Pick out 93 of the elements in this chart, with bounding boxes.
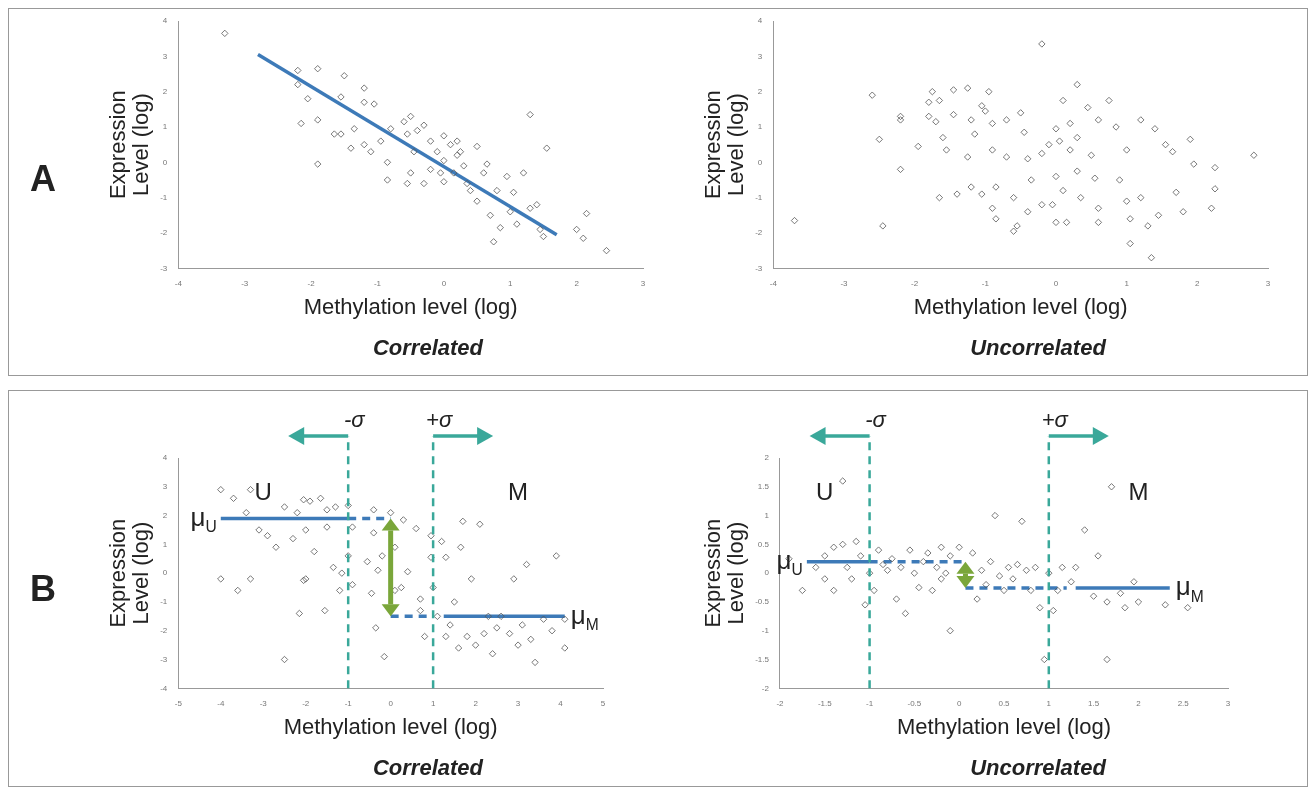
x-tick-label: 0	[441, 279, 447, 289]
x-axis-title: Methylation level (log)	[913, 293, 1128, 319]
y-axis-title: Expression Level (log)	[699, 518, 748, 628]
text: B	[30, 568, 56, 610]
x-tick-label: 0	[956, 699, 962, 709]
x-tick-label: 0	[1053, 279, 1059, 289]
x-tick-label: -1.5	[817, 699, 833, 709]
y-tick-label: -1	[755, 192, 763, 202]
text: Uncorrelated	[969, 335, 1108, 361]
x-tick-label: -1	[373, 279, 382, 289]
y-tick-label: -1	[160, 597, 168, 607]
x-tick-label: -2	[302, 699, 310, 709]
x-tick-label: -2	[776, 699, 785, 709]
ref-line-label: -σ	[865, 407, 887, 433]
annotation: U	[254, 477, 272, 505]
y-tick-label: 2	[162, 510, 168, 520]
y-tick-label: 1.5	[757, 481, 770, 491]
annotation: M	[1128, 477, 1149, 505]
x-tick-label: 2	[473, 699, 479, 709]
y-tick-label: 2	[757, 86, 763, 96]
annotation: U	[816, 477, 834, 505]
y-tick-label: -0.5	[755, 597, 770, 607]
x-tick-label: -3	[259, 699, 268, 709]
x-tick-label: 5	[600, 699, 606, 709]
y-tick-label: 4	[757, 16, 763, 26]
y-tick-label: 3	[162, 51, 168, 61]
x-tick-label: -1	[344, 699, 353, 709]
x-tick-label: -3	[840, 279, 849, 289]
ref-line-label: +σ	[1041, 407, 1069, 433]
x-tick-label: 3	[1225, 699, 1231, 709]
text: Uncorrelated	[969, 755, 1108, 781]
x-tick-label: -5	[174, 699, 183, 709]
x-tick-label: 2	[1136, 699, 1142, 709]
x-tick-label: -4	[217, 699, 225, 709]
y-tick-label: -3	[160, 654, 168, 664]
x-tick-label: 2	[1195, 279, 1201, 289]
x-tick-label: 3	[1265, 279, 1271, 289]
y-tick-label: 1	[757, 122, 763, 132]
y-tick-label: -2	[755, 228, 763, 238]
y-tick-label: 4	[162, 453, 168, 463]
y-tick-label: -2	[160, 228, 168, 238]
y-axis-title: Expression Level (log)	[104, 518, 153, 628]
annotation: M	[508, 477, 529, 505]
x-tick-label: 1	[1046, 699, 1052, 709]
x-axis-title: Methylation level (log)	[303, 293, 518, 319]
x-tick-label: -2	[307, 279, 316, 289]
y-tick-label: -2	[160, 625, 168, 635]
x-tick-label: 4	[558, 699, 564, 709]
y-tick-label: 3	[757, 51, 763, 61]
y-tick-label: -1.5	[755, 654, 770, 664]
y-tick-label: 4	[162, 16, 168, 26]
ref-line-label: +σ	[426, 407, 453, 433]
y-tick-label: 2	[162, 86, 168, 96]
x-tick-label: 1	[1124, 279, 1130, 289]
x-tick-label: 2	[574, 279, 580, 289]
x-tick-label: 0.5	[998, 699, 1011, 709]
x-tick-label: -1	[981, 279, 990, 289]
y-tick-label: 3	[162, 481, 168, 491]
x-tick-label: 1	[508, 279, 514, 289]
y-tick-label: 1	[162, 122, 168, 132]
x-tick-label: -2	[911, 279, 919, 289]
y-tick-label: -3	[755, 263, 763, 273]
x-axis-title: Methylation level (log)	[897, 713, 1111, 739]
x-tick-label: -4	[174, 279, 183, 289]
x-tick-label: -3	[241, 279, 249, 289]
y-tick-label: -4	[160, 683, 168, 693]
text: Correlated	[371, 335, 485, 361]
ref-line-label: -σ	[343, 407, 366, 433]
y-tick-label: 2	[764, 453, 770, 463]
x-tick-label: 1.5	[1088, 699, 1100, 709]
y-tick-label: 1	[162, 539, 168, 549]
x-tick-label: 0	[388, 699, 394, 709]
x-tick-label: 3	[515, 699, 521, 709]
x-tick-label: -0.5	[907, 699, 922, 709]
x-axis-title: Methylation level (log)	[283, 713, 498, 739]
y-tick-label: 0.5	[757, 539, 770, 549]
y-tick-label: -2	[761, 683, 770, 693]
text: Correlated	[371, 755, 485, 781]
x-tick-label: 2.5	[1177, 699, 1190, 709]
y-tick-label: 0	[757, 157, 763, 167]
y-tick-label: 0	[162, 157, 168, 167]
x-tick-label: -1	[866, 699, 874, 709]
y-axis-title: Expression Level (log)	[699, 90, 748, 200]
y-tick-label: -1	[160, 192, 168, 202]
y-tick-label: 0	[162, 568, 168, 578]
x-tick-label: 1	[430, 699, 436, 709]
y-tick-label: -3	[160, 263, 168, 273]
y-tick-label: 1	[764, 510, 770, 520]
text: A	[30, 158, 56, 200]
y-tick-label: -1	[761, 625, 770, 635]
y-axis-title: Expression Level (log)	[104, 90, 153, 200]
y-tick-label: 0	[764, 568, 770, 578]
x-tick-label: 3	[640, 279, 646, 289]
